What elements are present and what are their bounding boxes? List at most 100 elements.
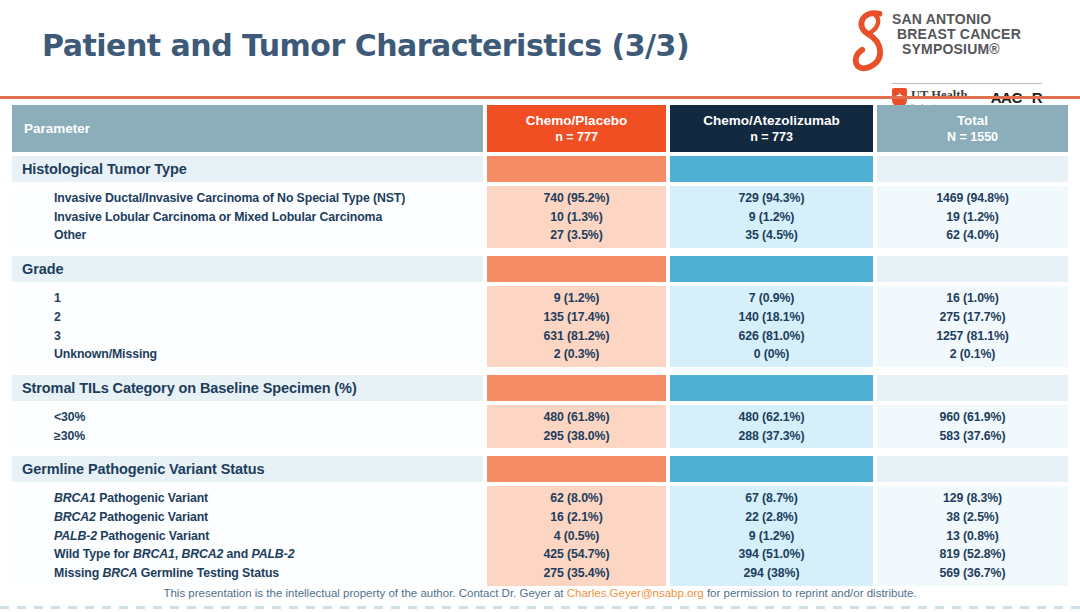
value-cell: 569 (36.7%) [877, 564, 1068, 583]
param-label-column: BRCA1 Pathogenic VariantBRCA2 Pathogenic… [12, 486, 483, 586]
section-title: Germline Pathogenic Variant Status [12, 456, 483, 482]
presentation-slide: Patient and Tumor Characteristics (3/3) … [0, 0, 1080, 612]
table-body: Histological Tumor Type Invasive Ductal/I… [12, 156, 1068, 586]
value-cell: 19 (1.2%) [877, 208, 1068, 227]
sabcs-logo: SAN ANTONIO BREAST CANCER SYMPOSIUM® [844, 6, 1054, 80]
atezolizumab-value-column: 7 (0.9%)140 (18.1%)626 (81.0%)0 (0%) [670, 286, 873, 367]
value-cell: 9 (1.2%) [670, 527, 873, 546]
value-cell: 62 (4.0%) [877, 226, 1068, 245]
value-cell: 960 (61.9%) [877, 408, 1068, 427]
value-cell: 295 (38.0%) [487, 427, 666, 446]
param-label-column: <30%≥30% [12, 405, 483, 448]
value-cell: 729 (94.3%) [670, 189, 873, 208]
value-cell: 38 (2.5%) [877, 508, 1068, 527]
section-header-row: Grade [12, 256, 1068, 282]
footer-text-pre: This presentation is the intellectual pr… [163, 587, 566, 599]
row-label: Unknown/Missing [12, 345, 483, 364]
row-label: BRCA2 Pathogenic Variant [12, 508, 483, 527]
column-header-label: Total [957, 112, 988, 130]
placebo-value-column: 62 (8.0%)16 (2.1%)4 (0.5%)425 (54.7%)275… [487, 486, 666, 586]
section-band-atezolizumab [670, 375, 873, 401]
placebo-value-column: 480 (61.8%)295 (38.0%) [487, 405, 666, 448]
value-cell: 480 (62.1%) [670, 408, 873, 427]
footer-note: This presentation is the intellectual pr… [0, 587, 1080, 599]
value-cell: 294 (38%) [670, 564, 873, 583]
data-block: BRCA1 Pathogenic VariantBRCA2 Pathogenic… [12, 486, 1068, 586]
value-cell: 4 (0.5%) [487, 527, 666, 546]
value-cell: 140 (18.1%) [670, 308, 873, 327]
value-cell: 62 (8.0%) [487, 489, 666, 508]
sabcs-line2: BREAST CANCER [892, 27, 1021, 42]
atezolizumab-value-column: 729 (94.3%)9 (1.2%)35 (4.5%) [670, 186, 873, 248]
value-cell: 288 (37.3%) [670, 427, 873, 446]
value-cell: 626 (81.0%) [670, 327, 873, 346]
sabcs-wordmark: SAN ANTONIO BREAST CANCER SYMPOSIUM® [892, 6, 1021, 56]
row-label: PALB-2 Pathogenic Variant [12, 527, 483, 546]
section-band-placebo [487, 256, 666, 282]
column-header-chemo-atezolizumab: Chemo/Atezolizumab n = 773 [670, 105, 873, 152]
placebo-value-column: 9 (1.2%)135 (17.4%)631 (81.2%)2 (0.3%) [487, 286, 666, 367]
value-cell: 275 (17.7%) [877, 308, 1068, 327]
section-band-placebo [487, 156, 666, 182]
total-value-column: 1469 (94.8%)19 (1.2%)62 (4.0%) [877, 186, 1068, 248]
section-header-row: Germline Pathogenic Variant Status [12, 456, 1068, 482]
column-header-label: Chemo/Placebo [526, 112, 627, 130]
row-label: Invasive Ductal/Invasive Carcinoma of No… [12, 189, 483, 208]
section-band-placebo [487, 375, 666, 401]
value-cell: 1469 (94.8%) [877, 189, 1068, 208]
column-header-n: N = 1550 [947, 129, 998, 145]
column-header-parameter: Parameter [12, 105, 483, 152]
param-label-column: 123Unknown/Missing [12, 286, 483, 367]
value-cell: 394 (51.0%) [670, 545, 873, 564]
value-cell: 13 (0.8%) [877, 527, 1068, 546]
row-label: Missing BRCA Germline Testing Status [12, 564, 483, 583]
total-value-column: 129 (8.3%)38 (2.5%)13 (0.8%)819 (52.8%)5… [877, 486, 1068, 586]
value-cell: 7 (0.9%) [670, 289, 873, 308]
param-label-column: Invasive Ductal/Invasive Carcinoma of No… [12, 186, 483, 248]
data-block: <30%≥30%480 (61.8%)295 (38.0%)480 (62.1%… [12, 405, 1068, 448]
sabcs-line1: SAN ANTONIO [892, 12, 1021, 27]
column-header-n: n = 777 [555, 129, 598, 145]
section-header-row: Stromal TILs Category on Baseline Specim… [12, 375, 1068, 401]
sabcs-ribbon-icon [844, 8, 892, 80]
value-cell: 35 (4.5%) [670, 226, 873, 245]
value-cell: 740 (95.2%) [487, 189, 666, 208]
column-header-chemo-placebo: Chemo/Placebo n = 777 [487, 105, 666, 152]
row-label: 2 [12, 308, 483, 327]
page-title: Patient and Tumor Characteristics (3/3) [42, 28, 689, 63]
total-value-column: 16 (1.0%)275 (17.7%)1257 (81.1%)2 (0.1%) [877, 286, 1068, 367]
row-label: Invasive Lobular Carcinoma or Mixed Lobu… [12, 208, 483, 227]
section-band-total [877, 375, 1068, 401]
value-cell: 27 (3.5%) [487, 226, 666, 245]
section-band-atezolizumab [670, 256, 873, 282]
placebo-value-column: 740 (95.2%)10 (1.3%)27 (3.5%) [487, 186, 666, 248]
footer-text-post: for permission to reprint and/or distrib… [704, 587, 917, 599]
value-cell: 631 (81.2%) [487, 327, 666, 346]
row-label: BRCA1 Pathogenic Variant [12, 489, 483, 508]
table-header-row: Parameter Chemo/Placebo n = 777 Chemo/At… [12, 105, 1068, 152]
row-label: Other [12, 226, 483, 245]
section-band-atezolizumab [670, 156, 873, 182]
characteristics-table: Parameter Chemo/Placebo n = 777 Chemo/At… [12, 105, 1068, 586]
row-label: <30% [12, 408, 483, 427]
value-cell: 819 (52.8%) [877, 545, 1068, 564]
section-title: Stromal TILs Category on Baseline Specim… [12, 375, 483, 401]
section-band-placebo [487, 456, 666, 482]
value-cell: 22 (2.8%) [670, 508, 873, 527]
orange-divider-rule [0, 96, 1080, 99]
column-header-n: n = 773 [750, 129, 793, 145]
row-label: 3 [12, 327, 483, 346]
value-cell: 583 (37.6%) [877, 427, 1068, 446]
value-cell: 480 (61.8%) [487, 408, 666, 427]
data-block: Invasive Ductal/Invasive Carcinoma of No… [12, 186, 1068, 248]
value-cell: 129 (8.3%) [877, 489, 1068, 508]
contact-email-link[interactable]: Charles.Geyer@nsabp.org [567, 587, 704, 599]
value-cell: 1257 (81.1%) [877, 327, 1068, 346]
column-header-label: Chemo/Atezolizumab [703, 112, 840, 130]
section-header-row: Histological Tumor Type [12, 156, 1068, 182]
column-header-label: Parameter [24, 120, 90, 138]
section-band-total [877, 156, 1068, 182]
row-label: ≥30% [12, 427, 483, 446]
total-value-column: 960 (61.9%)583 (37.6%) [877, 405, 1068, 448]
value-cell: 67 (8.7%) [670, 489, 873, 508]
